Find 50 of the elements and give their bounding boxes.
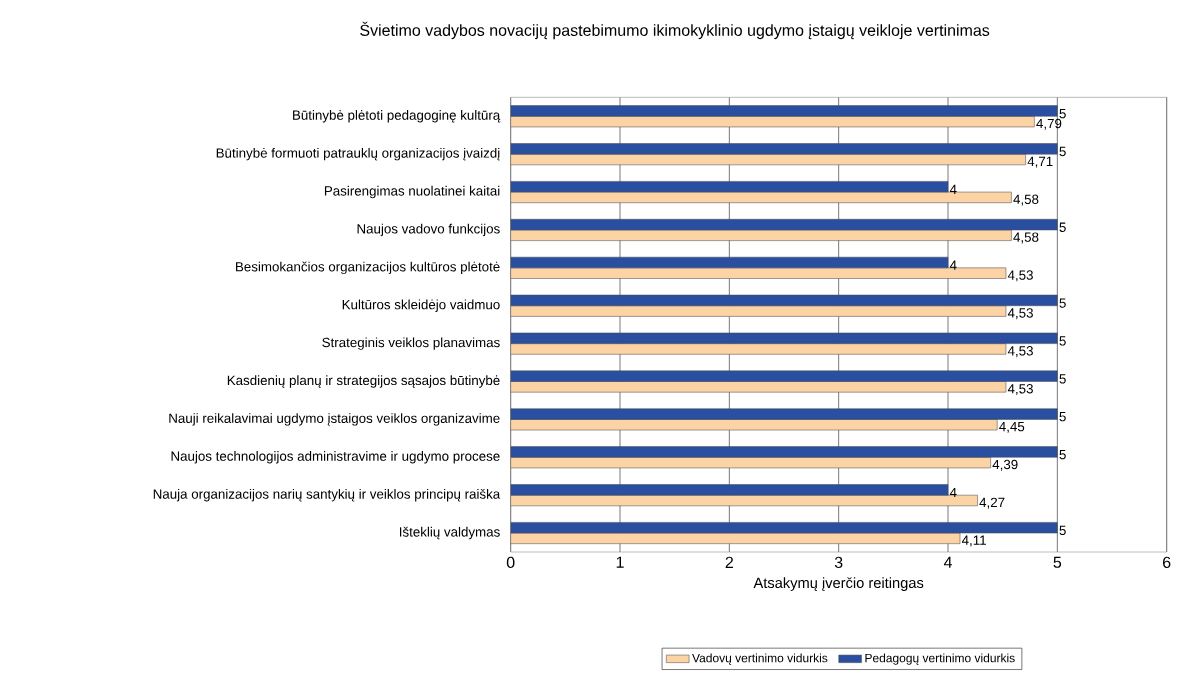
y-tick-label: Būtinybė plėtoti pedagoginę kultūrą	[293, 110, 501, 123]
data-label: 4,39	[992, 459, 1018, 471]
data-label: 4,79	[1036, 118, 1062, 130]
data-label: 5	[1059, 298, 1066, 308]
data-label: 4,58	[1013, 232, 1039, 244]
y-tick-label: Nauji reikalavimai ugdymo įstaigos veiklos organizavime	[169, 413, 500, 426]
data-label: 5	[1059, 374, 1066, 384]
data-label: 4	[949, 260, 957, 270]
x-tick-label: 2	[725, 556, 733, 568]
data-label: 4,45	[999, 421, 1025, 433]
data-label: 4,58	[1013, 194, 1039, 206]
data-label: 5	[1059, 336, 1066, 346]
legend-label: Vadovų vertinimo vidurkis	[692, 653, 828, 665]
data-label: 5	[1059, 525, 1066, 536]
x-tick-label: 1	[616, 556, 624, 568]
data-label: 4,53	[1007, 384, 1033, 396]
y-tick-label: Būtinybė formuoti patrauklų organizacijos įvaizdį	[216, 147, 500, 161]
data-label: 5	[1059, 449, 1066, 460]
data-label: 4	[949, 184, 957, 194]
x-tick-label: 0	[506, 556, 515, 569]
x-tick-label: 5	[1053, 556, 1062, 568]
x-axis-title: Atsakymų įverčio reitingas	[753, 577, 924, 591]
bar	[510, 343, 1007, 355]
data-label: 4,53	[1007, 346, 1033, 358]
chart-title: Švietimo vadybos novacijų pastebimumo ikimokyklinio ugdymo įstaigų veikloje vertinimas	[360, 21, 990, 40]
data-label: 4,53	[1007, 308, 1033, 320]
data-label: 5	[1059, 412, 1066, 422]
y-tick-label: Išteklių valdymas	[399, 526, 500, 540]
legend-label: Pedagogų vertinimo vidurkis	[865, 653, 1015, 665]
y-tick-label: Besimokančios organizacijos kultūros plėtotė	[236, 261, 500, 275]
data-label: 5	[1059, 146, 1066, 157]
y-tick-label: Pasirengimas nuolatinei kaitai	[324, 185, 500, 199]
bar	[510, 381, 1007, 393]
y-tick-label: Naujos technologijos administravime ir ugdymo procese	[171, 451, 500, 464]
data-label: 4,53	[1007, 270, 1033, 282]
x-tick-label: 6	[1163, 556, 1171, 569]
y-tick-label: Naujos vadovo funkcijos	[357, 223, 500, 237]
data-label: 5	[1059, 108, 1066, 119]
data-label: 5	[1059, 222, 1066, 232]
data-label: 4	[949, 487, 957, 498]
y-tick-label: Kultūros skleidėjo vaidmuo	[342, 299, 500, 312]
y-tick-label: Nauja organizacijos narių santykių ir veiklos principų raiška	[153, 488, 501, 502]
bar	[510, 305, 1007, 317]
data-label: 4,71	[1027, 156, 1053, 168]
x-tick-label: 3	[834, 556, 843, 569]
y-tick-label: Kasdienių planų ir strategijos sąsajos būtinybė	[227, 375, 500, 388]
y-tick-label: Strateginis veiklos planavimas	[322, 337, 500, 350]
data-label: 4,27	[979, 497, 1005, 509]
data-label: 4,11	[961, 535, 986, 547]
x-tick-label: 4	[943, 556, 952, 568]
